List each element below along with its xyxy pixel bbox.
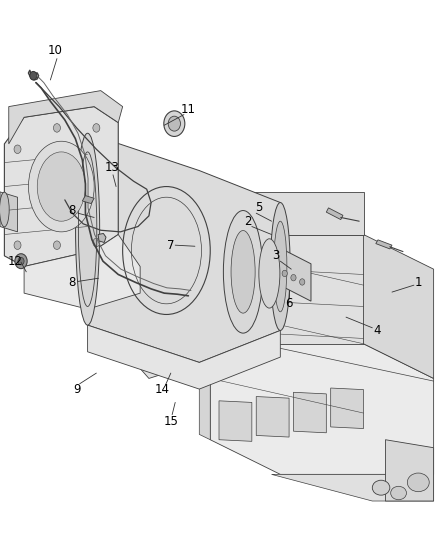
Text: 2: 2 [244,215,251,228]
Ellipse shape [372,480,390,495]
Polygon shape [88,293,199,378]
Circle shape [14,241,21,249]
Ellipse shape [259,239,280,308]
Polygon shape [210,344,434,474]
Text: 8: 8 [69,204,76,217]
Text: 5: 5 [255,201,262,214]
Text: 1: 1 [414,276,422,289]
Polygon shape [210,192,364,235]
Ellipse shape [223,211,263,333]
Ellipse shape [231,230,255,313]
Polygon shape [364,235,434,378]
Text: 4: 4 [373,324,381,337]
Text: 9: 9 [73,383,81,395]
Circle shape [93,124,100,132]
Ellipse shape [391,486,406,500]
Ellipse shape [76,133,100,325]
Ellipse shape [28,141,94,232]
Text: 11: 11 [181,103,196,116]
Ellipse shape [274,221,287,312]
Circle shape [93,238,100,247]
Ellipse shape [0,192,9,227]
Polygon shape [0,192,18,232]
Polygon shape [219,401,252,441]
Polygon shape [376,240,392,249]
Polygon shape [98,233,106,243]
Circle shape [273,266,279,272]
Polygon shape [269,243,311,301]
Text: 12: 12 [8,255,23,268]
Circle shape [53,124,60,132]
Polygon shape [24,235,140,309]
Circle shape [30,71,37,80]
Polygon shape [9,91,123,144]
Polygon shape [331,388,364,429]
Text: 6: 6 [285,297,293,310]
Circle shape [282,270,287,277]
Circle shape [291,274,296,281]
Polygon shape [88,325,280,389]
Polygon shape [272,474,434,501]
Text: 10: 10 [47,44,62,57]
Polygon shape [210,235,364,344]
Polygon shape [256,397,289,437]
Polygon shape [326,208,343,220]
Circle shape [14,145,21,154]
Ellipse shape [37,152,85,221]
Ellipse shape [407,473,429,491]
Circle shape [300,279,305,285]
Polygon shape [199,187,210,440]
Ellipse shape [168,116,180,131]
Text: 13: 13 [104,161,119,174]
Circle shape [15,254,27,269]
Circle shape [53,241,60,249]
Text: 14: 14 [155,383,170,395]
Text: 3: 3 [272,249,279,262]
Polygon shape [385,440,434,501]
Ellipse shape [270,203,290,330]
Ellipse shape [164,111,185,136]
Polygon shape [82,196,94,204]
Text: 8: 8 [69,276,76,289]
Text: 7: 7 [167,239,175,252]
Polygon shape [293,392,326,433]
Polygon shape [4,107,118,266]
Polygon shape [88,133,280,362]
Circle shape [18,257,24,265]
Text: 15: 15 [163,415,178,427]
